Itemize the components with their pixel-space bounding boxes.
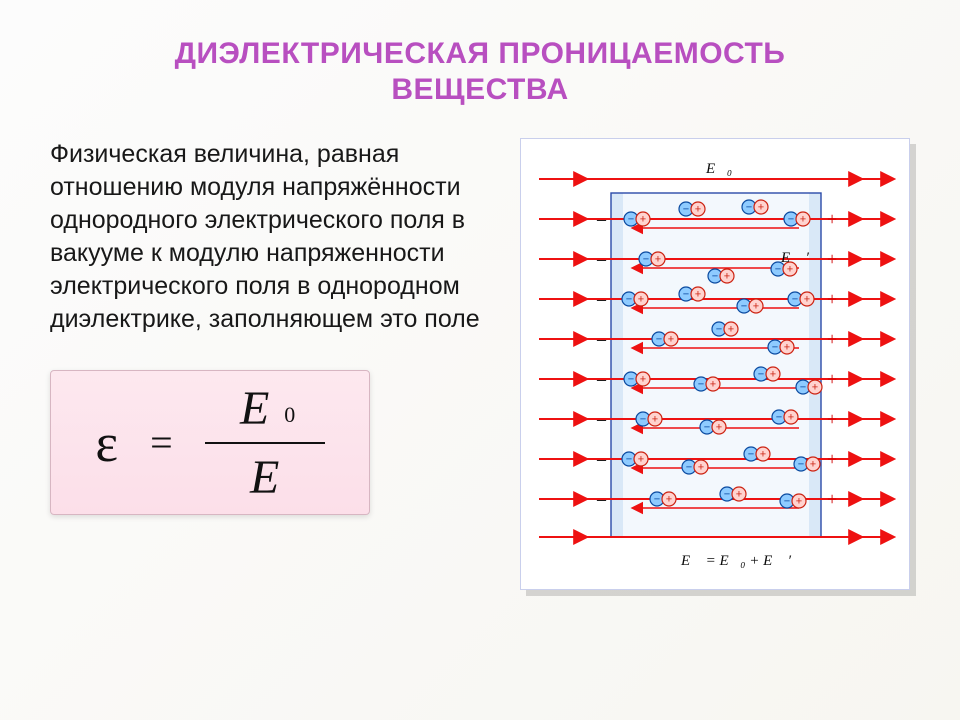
- svg-text:+: +: [796, 495, 802, 507]
- svg-text:+: +: [710, 378, 716, 390]
- svg-text:+: +: [788, 411, 794, 423]
- formula-eq: =: [150, 419, 173, 466]
- svg-text:−: −: [628, 373, 634, 385]
- svg-text:−: −: [683, 288, 689, 300]
- svg-text:−: −: [741, 300, 747, 312]
- svg-text:–: –: [596, 369, 607, 389]
- svg-text:–: –: [596, 329, 607, 349]
- svg-text:+: +: [638, 453, 644, 465]
- svg-text:+: +: [812, 381, 818, 393]
- definition-text: Физическая величина, равная отношению мо…: [50, 138, 496, 336]
- svg-text:–: –: [596, 449, 607, 469]
- svg-text:−: −: [656, 333, 662, 345]
- svg-text:−: −: [683, 203, 689, 215]
- svg-text:–: –: [596, 289, 607, 309]
- svg-text:+: +: [800, 213, 806, 225]
- title-line-2: ВЕЩЕСТВА: [391, 73, 568, 106]
- svg-text:+: +: [640, 373, 646, 385]
- slide: ДИЭЛЕКТРИЧЕСКАЯ ПРОНИЦАЕМОСТЬ ВЕЩЕСТВА Ф…: [0, 0, 960, 720]
- content-row: Физическая величина, равная отношению мо…: [50, 138, 910, 590]
- title-line-1: ДИЭЛЕКТРИЧЕСКАЯ ПРОНИЦАЕМОСТЬ: [175, 37, 786, 70]
- svg-text:–: –: [596, 489, 607, 509]
- svg-text:–: –: [596, 409, 607, 429]
- svg-text:+: +: [827, 249, 837, 269]
- svg-text:+: +: [827, 489, 837, 509]
- svg-text:+: +: [827, 289, 837, 309]
- svg-text:−: −: [640, 413, 646, 425]
- formula-numerator: E 0: [234, 381, 295, 436]
- svg-text:+: +: [804, 293, 810, 305]
- svg-text:+: +: [698, 461, 704, 473]
- formula-box: ε = E 0 E: [50, 370, 370, 515]
- label-eprime: E⃗ ′: [780, 250, 810, 266]
- svg-text:+: +: [770, 368, 776, 380]
- svg-text:+: +: [827, 369, 837, 389]
- svg-text:+: +: [827, 209, 837, 229]
- svg-text:+: +: [736, 488, 742, 500]
- svg-text:+: +: [728, 323, 734, 335]
- svg-text:−: −: [788, 213, 794, 225]
- svg-text:+: +: [716, 421, 722, 433]
- slide-title: ДИЭЛЕКТРИЧЕСКАЯ ПРОНИЦАЕМОСТЬ ВЕЩЕСТВА: [50, 36, 910, 108]
- svg-text:+: +: [668, 333, 674, 345]
- svg-text:+: +: [827, 409, 837, 429]
- formula-lhs: ε: [95, 412, 118, 474]
- svg-text:–: –: [596, 209, 607, 229]
- formula-fraction: E 0 E: [205, 381, 325, 505]
- svg-text:+: +: [758, 201, 764, 213]
- svg-text:+: +: [695, 288, 701, 300]
- svg-text:+: +: [810, 458, 816, 470]
- svg-text:−: −: [698, 378, 704, 390]
- svg-text:+: +: [760, 448, 766, 460]
- svg-text:−: −: [800, 381, 806, 393]
- svg-text:−: −: [772, 341, 778, 353]
- svg-text:+: +: [652, 413, 658, 425]
- svg-text:+: +: [655, 253, 661, 265]
- svg-text:−: −: [792, 293, 798, 305]
- svg-text:−: −: [626, 453, 632, 465]
- svg-text:+: +: [784, 341, 790, 353]
- label-e0: E⃗₀: [705, 161, 732, 177]
- svg-text:−: −: [654, 493, 660, 505]
- svg-text:+: +: [753, 300, 759, 312]
- svg-text:−: −: [798, 458, 804, 470]
- svg-text:−: −: [628, 213, 634, 225]
- svg-text:−: −: [716, 323, 722, 335]
- svg-text:−: −: [626, 293, 632, 305]
- svg-text:−: −: [704, 421, 710, 433]
- diagram-svg: –+–+–+–+–+–+–+–+−+−+−+−+−+−+−+−+−+−+−+−+…: [531, 149, 901, 579]
- fraction-bar: [205, 442, 325, 444]
- svg-text:+: +: [666, 493, 672, 505]
- svg-text:−: −: [776, 411, 782, 423]
- svg-text:–: –: [596, 249, 607, 269]
- svg-text:−: −: [712, 270, 718, 282]
- svg-text:+: +: [724, 270, 730, 282]
- svg-text:+: +: [695, 203, 701, 215]
- svg-text:−: −: [784, 495, 790, 507]
- svg-text:−: −: [746, 201, 752, 213]
- svg-text:+: +: [827, 329, 837, 349]
- svg-text:−: −: [686, 461, 692, 473]
- svg-text:+: +: [640, 213, 646, 225]
- svg-text:+: +: [827, 449, 837, 469]
- left-column: Физическая величина, равная отношению мо…: [50, 138, 496, 590]
- svg-text:−: −: [748, 448, 754, 460]
- svg-text:−: −: [643, 253, 649, 265]
- svg-text:+: +: [638, 293, 644, 305]
- svg-text:−: −: [724, 488, 730, 500]
- formula-denominator: E: [250, 450, 279, 505]
- svg-text:−: −: [758, 368, 764, 380]
- field-diagram: –+–+–+–+–+–+–+–+−+−+−+−+−+−+−+−+−+−+−+−+…: [520, 138, 910, 590]
- label-sum: E⃗ = E⃗₀ + E⃗ ′: [680, 553, 792, 569]
